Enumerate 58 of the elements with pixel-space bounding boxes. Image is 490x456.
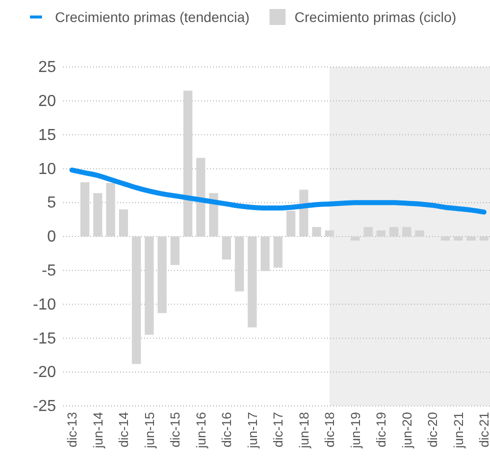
- bar: [132, 236, 141, 364]
- bar: [312, 227, 322, 236]
- bar: [364, 227, 373, 236]
- x-tick-label: dic-16: [219, 412, 234, 448]
- x-tick-label: jun-14: [90, 412, 106, 450]
- bar: [466, 236, 476, 241]
- x-tick-label: dic-18: [322, 412, 338, 448]
- x-tick-label: jun-16: [193, 412, 208, 450]
- x-tick-label: jun-21: [450, 412, 466, 450]
- bar: [248, 236, 257, 328]
- bar: [196, 158, 206, 236]
- y-tick-label: -20: [32, 364, 56, 382]
- bar: [454, 236, 463, 241]
- bar: [80, 182, 90, 236]
- y-tick-label: -15: [32, 330, 56, 348]
- bar: [389, 227, 398, 236]
- y-tick-label: 5: [47, 194, 56, 212]
- bar: [350, 236, 360, 241]
- x-tick-label: jun-18: [296, 412, 312, 450]
- x-tick-label: dic-13: [64, 412, 80, 448]
- x-tick-label: dic-19: [374, 412, 389, 448]
- x-tick-label: dic-15: [168, 412, 183, 448]
- bar: [273, 236, 283, 268]
- y-tick-label: -10: [32, 296, 56, 314]
- bar: [286, 210, 296, 236]
- bar: [324, 230, 334, 236]
- bar: [144, 236, 154, 335]
- bar: [93, 193, 102, 236]
- y-tick-label: -5: [42, 262, 56, 280]
- bar: [479, 236, 489, 241]
- y-tick-label: 20: [38, 93, 56, 110]
- x-tick-label: jun-20: [399, 412, 414, 450]
- bar: [106, 182, 116, 236]
- bar: [415, 230, 424, 236]
- bar: [376, 230, 386, 236]
- legend-label: Crecimiento primas (ciclo): [294, 8, 456, 25]
- x-tick-label: dic-14: [116, 412, 132, 448]
- bar: [260, 236, 270, 272]
- x-tick-label: dic-20: [425, 412, 440, 448]
- bar: [170, 236, 180, 265]
- legend-label: Crecimiento primas (tendencia): [55, 8, 250, 25]
- x-tick-label: jun-17: [244, 412, 260, 450]
- x-tick-label: dic-17: [270, 412, 286, 448]
- bar: [158, 236, 167, 314]
- y-tick-label: 25: [38, 59, 56, 76]
- bar: [118, 209, 128, 236]
- bar: [440, 236, 450, 241]
- y-tick-label: 15: [38, 126, 56, 144]
- x-tick-label: dic-21: [476, 412, 490, 448]
- bar: [222, 236, 232, 260]
- y-tick-label: 0: [47, 228, 56, 246]
- bar: [183, 90, 192, 236]
- x-tick-label: jun-19: [348, 412, 363, 450]
- bar: [234, 236, 244, 292]
- x-tick-label: jun-15: [142, 412, 157, 450]
- bar: [402, 227, 412, 236]
- y-tick-label: -25: [32, 398, 56, 416]
- y-tick-label: 10: [38, 160, 56, 178]
